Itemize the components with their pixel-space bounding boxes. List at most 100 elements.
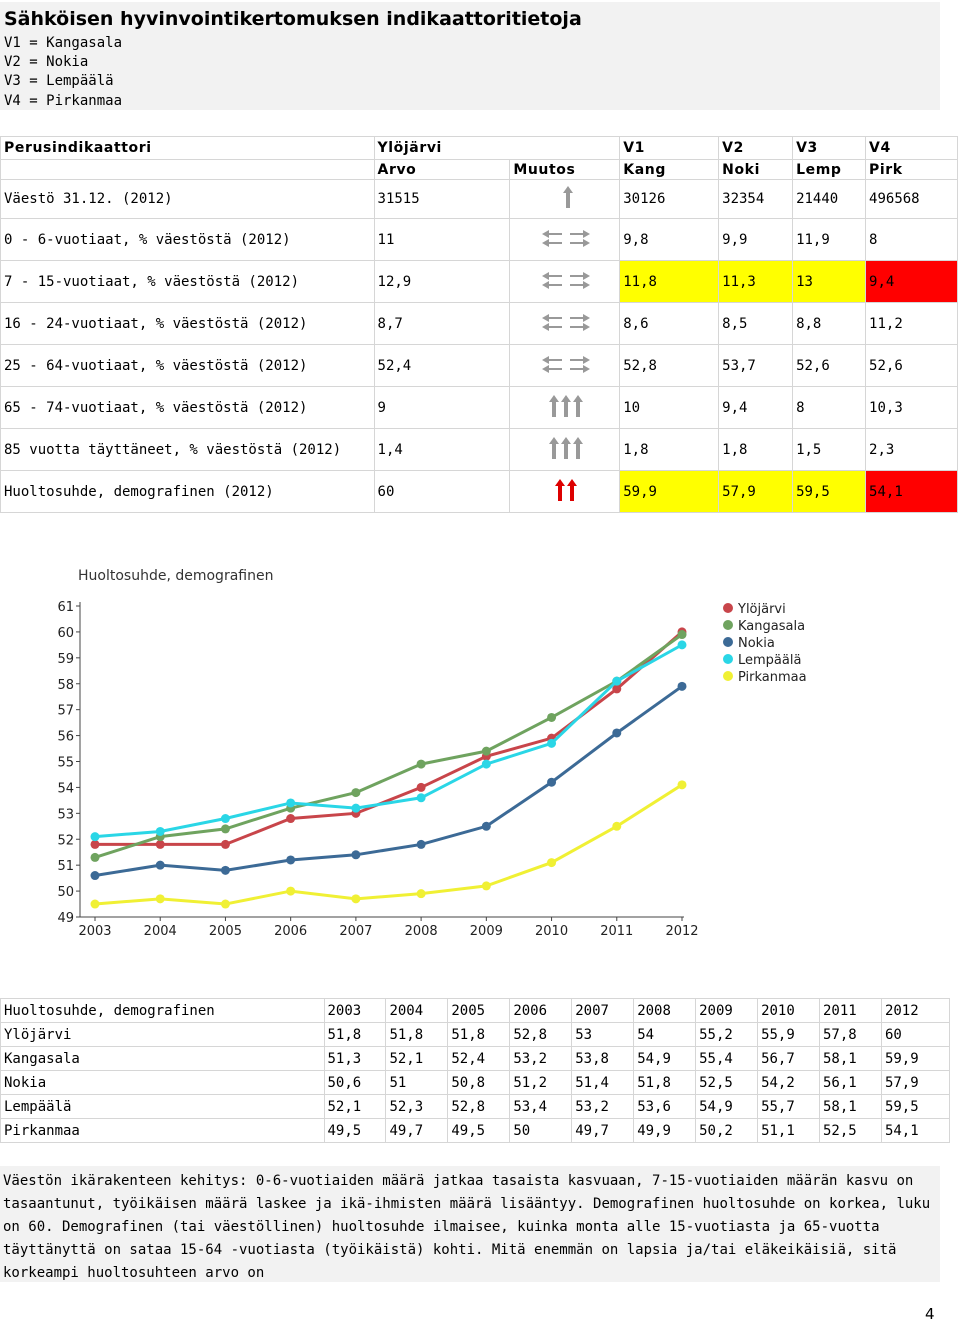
col-v4: V4 — [865, 136, 958, 160]
data-point — [220, 865, 230, 875]
legend-label: Pirkanmaa — [738, 670, 807, 685]
data-point — [155, 839, 165, 849]
x-tick-label: 2010 — [535, 924, 568, 939]
series-line-lempäälä — [94, 643, 683, 839]
indicator-v2: 11,3 — [718, 260, 794, 303]
table-cell: 50,6 — [323, 1070, 387, 1095]
arrows-horizontal-icon — [542, 271, 591, 289]
table-cell: 57,8 — [819, 1022, 882, 1047]
table-cell: 59,9 — [880, 1046, 951, 1071]
indicator-v3: 59,5 — [792, 470, 867, 513]
col-v1: V1 — [619, 136, 720, 160]
table-cell: 55,2 — [695, 1022, 759, 1047]
table-cell: 53,4 — [509, 1094, 573, 1119]
legend-line-v1: V1 = Kangasala — [4, 35, 123, 51]
table-cell: 51,8 — [385, 1022, 449, 1047]
indicator-v4: 54,1 — [865, 470, 958, 513]
data-point — [90, 839, 100, 849]
table-row: Pirkanmaa 49,5 49,7 49,5 50 49,7 49,9 50,2 51,1 5… — [0, 1118, 951, 1143]
table-row: Nokia 50,6 51 50,8 51,2 51,4 51,8 52,5 54,2 56,1 5… — [0, 1070, 951, 1095]
table-header-row: Huoltosuhde, demografinen 2003 2004 2005 200… — [0, 998, 951, 1023]
x-tick-label: 2007 — [339, 924, 372, 939]
trend-cell — [509, 386, 621, 429]
table-cell: 55,7 — [757, 1094, 820, 1119]
indicator-value: 12,9 — [373, 260, 511, 303]
table-row: Ylöjärvi 51,8 51,8 51,8 52,8 53 54 55,2 55,9 57,8… — [0, 1022, 951, 1047]
x-tick-label: 2009 — [470, 924, 503, 939]
legend-line-v2: V2 = Nokia — [4, 54, 89, 70]
table-cell: 53,6 — [633, 1094, 697, 1119]
page-number: 4 — [925, 1305, 935, 1323]
x-tick-label: 2008 — [405, 924, 438, 939]
table-cell: 2011 — [819, 998, 882, 1023]
page-title: Sähköisen hyvinvointikertomuksen indikaa… — [4, 8, 582, 30]
indicator-value: 8,7 — [373, 302, 511, 345]
table-row: Lempäälä 52,1 52,3 52,8 53,4 53,2 53,6 54,9 55,7… — [0, 1094, 951, 1119]
row-label: Nokia — [0, 1070, 325, 1095]
indicator-label: 0 - 6-vuotiaat, % väestöstä (2012) — [0, 218, 375, 261]
data-point — [416, 782, 426, 792]
data-point — [220, 899, 230, 909]
data-point — [612, 728, 622, 738]
data-point — [351, 788, 361, 798]
indicator-label: 65 - 74-vuotiaat, % väestöstä (2012) — [0, 386, 375, 429]
indicator-v4: 8 — [865, 218, 958, 261]
table-cell: 51,4 — [571, 1070, 635, 1095]
data-point — [416, 889, 426, 899]
data-point — [220, 839, 230, 849]
table-cell: 52,5 — [819, 1118, 882, 1143]
data-point — [416, 839, 426, 849]
table-cell: 54,2 — [757, 1070, 820, 1095]
indicator-v3: 1,5 — [792, 428, 867, 471]
indicator-v3: 21440 — [792, 179, 867, 219]
table-cell: 2004 — [385, 998, 449, 1023]
table-cell: 55,9 — [757, 1022, 820, 1047]
col-v2-short: Noki — [718, 159, 794, 180]
indicator-v2: 57,9 — [718, 470, 794, 513]
legend-marker — [723, 637, 733, 647]
triple-arrow-up-icon — [549, 394, 584, 417]
table-cell: 2010 — [757, 998, 820, 1023]
table-cell: 52,4 — [447, 1046, 511, 1071]
col-indicator: Perusindikaattori — [0, 136, 375, 160]
data-point — [155, 826, 165, 836]
data-point — [481, 881, 491, 891]
table-cell: 50 — [509, 1118, 573, 1143]
data-point — [612, 821, 622, 831]
indicator-v2: 53,7 — [718, 344, 794, 387]
y-tick-label: 54 — [57, 781, 74, 796]
table-cell: 2007 — [571, 998, 635, 1023]
y-tick-label: 56 — [57, 730, 74, 745]
legend-line-v4: V4 = Pirkanmaa — [4, 93, 123, 109]
indicator-v1: 52,8 — [619, 344, 720, 387]
table-cell: 56,1 — [819, 1070, 882, 1095]
indicator-v2: 1,8 — [718, 428, 794, 471]
description-box: Väestön ikärakenteen kehitys: 0-6-vuotia… — [0, 1166, 940, 1282]
table-cell: 59,5 — [880, 1094, 951, 1119]
indicator-v4: 11,2 — [865, 302, 958, 345]
y-tick-label: 57 — [57, 704, 74, 719]
plot-background — [14, 540, 940, 972]
data-point — [547, 777, 557, 787]
indicator-v4: 9,4 — [865, 260, 958, 303]
table-cell: 50,8 — [447, 1070, 511, 1095]
data-point — [90, 832, 100, 842]
table-cell: 53 — [571, 1022, 635, 1047]
data-point — [155, 860, 165, 870]
row-label: Lempäälä — [0, 1094, 325, 1119]
indicator-value: 60 — [373, 470, 511, 513]
indicator-v4: 52,6 — [865, 344, 958, 387]
table-cell: 49,5 — [323, 1118, 387, 1143]
legend-label: Nokia — [738, 636, 775, 651]
table-cell: 49,7 — [385, 1118, 449, 1143]
series-line-pirkanmaa — [94, 783, 683, 906]
trend-cell — [509, 344, 621, 387]
indicator-v3: 8,8 — [792, 302, 867, 345]
col-v3: V3 — [792, 136, 867, 160]
indicator-value: 52,4 — [373, 344, 511, 387]
data-point — [90, 899, 100, 909]
table-cell: 2006 — [509, 998, 573, 1023]
indicator-v1: 9,8 — [619, 218, 720, 261]
data-point — [547, 858, 557, 868]
y-tick-label: 58 — [57, 678, 74, 693]
